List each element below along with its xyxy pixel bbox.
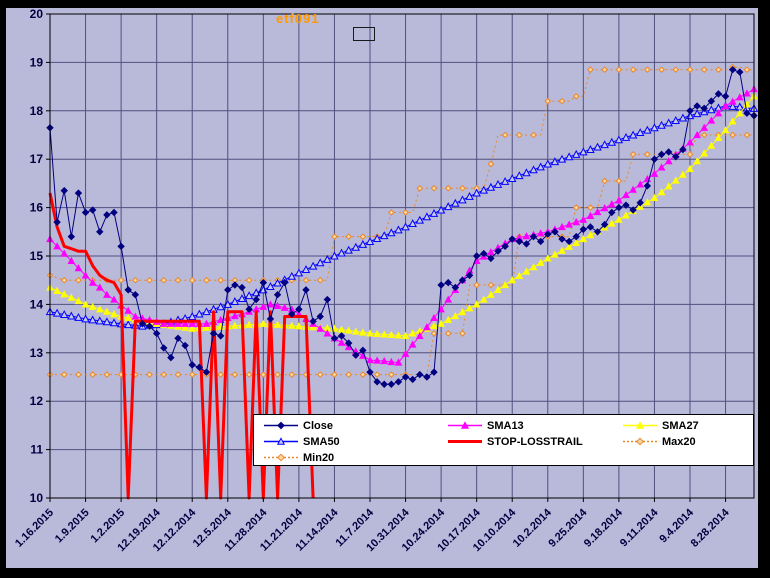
y-axis-labels: 10 11 12 13 14 15 16 17 18 19 20 [30, 7, 50, 505]
stoploss-swatch-icon [448, 440, 482, 443]
legend-label-stoploss: STOP-LOSSTRAIL [487, 435, 583, 448]
legend-label-sma50: SMA50 [303, 435, 340, 448]
sma27-swatch-icon [623, 421, 657, 429]
y-tick-label: 16 [30, 201, 44, 215]
y-tick-label: 12 [30, 394, 44, 408]
legend-item-sma50: SMA50 [264, 434, 448, 449]
legend-item-close: Close [264, 418, 448, 433]
legend-label-sma27: SMA27 [662, 419, 699, 432]
series-Max20 [46, 63, 754, 284]
y-tick-label: 19 [30, 55, 44, 69]
legend-label-min20: Min20 [303, 451, 335, 464]
legend-item-min20: Min20 [264, 450, 448, 465]
y-tick-label: 15 [30, 249, 44, 263]
legend: Close SMA13 SMA27 SMA50 STOP-LOSSTRAIL M… [253, 414, 754, 466]
min20-swatch-icon [264, 453, 298, 462]
max20-swatch-icon [623, 437, 657, 446]
chart-background [6, 8, 758, 568]
legend-label-close: Close [303, 419, 333, 432]
y-tick-label: 17 [30, 152, 44, 166]
legend-item-sma13: SMA13 [448, 418, 623, 433]
empty-annotation-box [353, 27, 375, 41]
legend-item-max20: Max20 [623, 434, 753, 449]
series-STOP-LOSSTRAIL [48, 192, 315, 500]
legend-item-sma27: SMA27 [623, 418, 753, 433]
y-tick-label: 13 [30, 346, 44, 360]
series-Close [46, 65, 758, 388]
legend-label-sma13: SMA13 [487, 419, 524, 432]
y-tick-label: 14 [30, 297, 44, 311]
sma13-swatch-icon [448, 421, 482, 429]
series-SMA27 [46, 92, 758, 339]
close-swatch-icon [264, 421, 298, 430]
legend-label-max20: Max20 [662, 435, 696, 448]
sma50-swatch-icon [264, 437, 298, 445]
y-tick-label: 10 [30, 491, 44, 505]
chart-title: etf091 [276, 11, 320, 26]
y-tick-label: 11 [30, 443, 43, 457]
y-tick-label: 20 [30, 7, 44, 21]
legend-item-stoploss: STOP-LOSSTRAIL [448, 434, 623, 449]
y-tick-label: 18 [30, 104, 44, 118]
